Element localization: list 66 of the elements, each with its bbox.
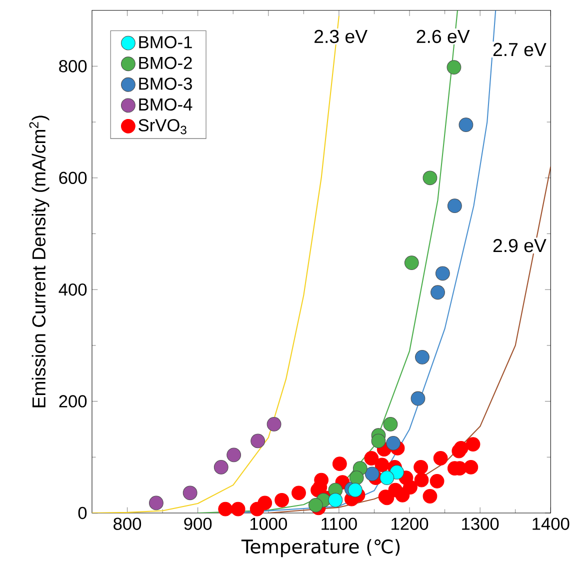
point xyxy=(415,350,430,364)
point xyxy=(430,474,444,488)
point xyxy=(436,266,450,281)
point xyxy=(218,502,233,516)
legend-label: SrVO$_{3}$ xyxy=(138,119,187,134)
point xyxy=(308,498,324,512)
point xyxy=(274,492,290,508)
point xyxy=(226,448,242,462)
point xyxy=(348,482,363,498)
point xyxy=(149,496,164,510)
point xyxy=(214,460,229,474)
point xyxy=(250,434,266,448)
point xyxy=(380,470,394,486)
y-tick-label: 600 xyxy=(59,172,87,184)
point xyxy=(404,256,420,270)
x-tick-label: 1300 xyxy=(462,518,499,530)
point xyxy=(410,391,426,406)
point xyxy=(434,451,448,466)
legend-label: BMO-1 xyxy=(139,36,192,48)
annotation: 2.7 eV xyxy=(494,42,547,56)
x-tick-label: 1100 xyxy=(322,518,358,530)
annotation: 2.6 eV xyxy=(416,30,470,44)
point xyxy=(430,285,446,300)
point xyxy=(448,198,462,214)
y-tick-label: 400 xyxy=(58,283,87,296)
annotation: 2.9 eV xyxy=(494,238,547,252)
point xyxy=(446,60,462,75)
point xyxy=(390,465,404,480)
legend-label: BMO-4 xyxy=(139,98,192,111)
point xyxy=(350,470,364,486)
point xyxy=(328,492,343,508)
annotation: 2.3 eV xyxy=(314,30,368,44)
legend-label: BMO-3 xyxy=(139,78,192,90)
point xyxy=(371,434,386,448)
point xyxy=(403,480,418,495)
point xyxy=(292,486,306,500)
point xyxy=(414,472,429,488)
line-series xyxy=(268,166,551,513)
point xyxy=(422,170,438,186)
x-tick-label: 1400 xyxy=(532,518,570,530)
y-tick-label: 200 xyxy=(59,395,87,408)
point xyxy=(364,451,379,466)
point xyxy=(454,441,468,456)
point xyxy=(374,458,390,472)
x-tick-label: 1000 xyxy=(250,518,288,530)
point xyxy=(458,118,474,132)
point xyxy=(183,486,198,500)
point xyxy=(466,437,480,452)
point xyxy=(267,416,282,432)
line-series xyxy=(92,15,340,513)
point xyxy=(365,466,380,482)
x-tick-label: 800 xyxy=(114,518,142,530)
y-tick-label: 0 xyxy=(78,506,87,520)
point xyxy=(422,489,438,504)
x-tick-label: 900 xyxy=(184,518,212,530)
y-tick-label: 800 xyxy=(59,60,87,72)
x-axis-title: Temperature (℃) xyxy=(242,539,400,558)
point xyxy=(383,416,398,432)
point xyxy=(414,460,428,474)
point xyxy=(332,456,348,472)
point xyxy=(386,436,401,450)
y-axis-title: Emission Current Density (mA/cm$^{2}$) xyxy=(29,116,50,408)
point xyxy=(258,496,272,510)
point xyxy=(231,502,246,516)
legend-label: BMO-2 xyxy=(139,56,192,70)
x-tick-label: 1200 xyxy=(392,518,428,530)
